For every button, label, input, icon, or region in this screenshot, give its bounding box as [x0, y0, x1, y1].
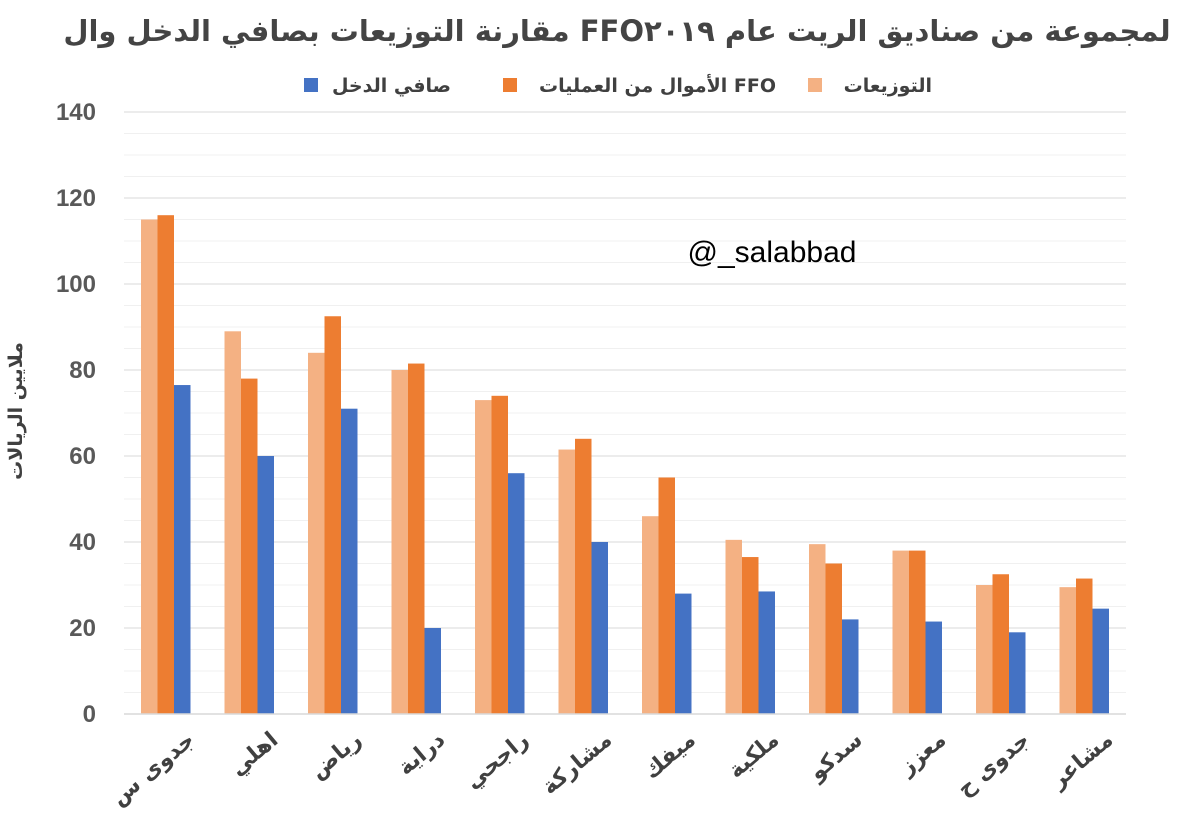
bar: [174, 385, 191, 714]
bars: [141, 215, 1109, 714]
bar: [725, 539, 742, 714]
bar: [391, 370, 408, 714]
gridlines: [124, 111, 1126, 693]
bar: [257, 456, 274, 714]
bar: [157, 215, 174, 714]
bar: [341, 408, 358, 714]
y-tick-label: 60: [69, 443, 96, 470]
bar: [558, 449, 575, 714]
bar: [976, 585, 993, 714]
bar: [324, 316, 341, 714]
bar: [141, 219, 158, 714]
x-tick-label: معزز: [894, 727, 951, 780]
bar: [809, 544, 826, 714]
legend: التوزيعات الأموال من العمليات FFO صافي الد…: [304, 74, 932, 97]
bar: [1076, 578, 1093, 714]
legend-swatch: [304, 78, 318, 92]
bar: [658, 477, 675, 714]
bar: [491, 395, 508, 714]
bar: [758, 591, 775, 714]
bar: [1009, 632, 1026, 714]
bar: [408, 363, 425, 714]
bar: [992, 574, 1009, 714]
legend-swatch: [503, 78, 517, 92]
bar: [575, 438, 592, 714]
x-tick-label: راجحي: [461, 727, 534, 794]
x-tick-label: رياض: [306, 727, 367, 784]
bar: [925, 621, 942, 714]
bar: [825, 563, 842, 714]
legend-label: صافي الدخل: [332, 75, 451, 97]
x-tick-label: سدكو: [804, 727, 868, 786]
bar: [675, 593, 692, 714]
bar: [424, 628, 441, 714]
legend-label: التوزيعات: [844, 75, 932, 97]
bar: [591, 542, 608, 714]
bar: [642, 516, 659, 714]
y-tick-label: 80: [69, 357, 96, 384]
y-tick-label: 40: [69, 529, 96, 556]
bar: [241, 378, 258, 714]
x-tick-label: مشاركة: [537, 727, 617, 800]
y-tick-label: 120: [56, 185, 96, 212]
x-tick-label: اهلي: [226, 727, 283, 781]
x-tick-label: ميفك: [639, 727, 700, 784]
y-axis-ticks: 0 20 40 60 80 100 120 140: [56, 99, 96, 728]
bar: [308, 352, 325, 714]
bar: [842, 619, 859, 714]
x-axis-ticks: جدوى س اهلي رياض دراية راجحي مشاركة ميفك ملكية س…: [107, 727, 1118, 811]
y-axis-label: ملايين الريالات: [5, 342, 27, 480]
y-tick-label: 0: [83, 701, 96, 728]
x-tick-label: جدوى س: [107, 727, 200, 811]
x-tick-label: مشاعر: [1045, 727, 1118, 794]
x-tick-label: ملكية: [724, 727, 784, 783]
bar: [475, 400, 492, 714]
bar: [892, 550, 909, 714]
y-tick-label: 20: [69, 615, 96, 642]
y-tick-label: 100: [56, 271, 96, 298]
bar: [1059, 587, 1076, 714]
legend-label: الأموال من العمليات FFO: [539, 74, 776, 97]
bar: [1092, 608, 1109, 714]
x-tick-label: دراية: [393, 727, 450, 780]
chart-title: مقارنة التوزيعات بصافي الدخل وال FFOلمجم…: [63, 14, 1170, 48]
bar: [742, 557, 759, 714]
x-tick-label: جدوى ح: [953, 727, 1035, 801]
bar: [909, 550, 926, 714]
legend-swatch: [808, 78, 822, 92]
bar: [224, 331, 241, 714]
y-tick-label: 140: [56, 99, 96, 126]
author-annotation: @_salabbad: [688, 236, 857, 269]
bar: [508, 473, 525, 714]
